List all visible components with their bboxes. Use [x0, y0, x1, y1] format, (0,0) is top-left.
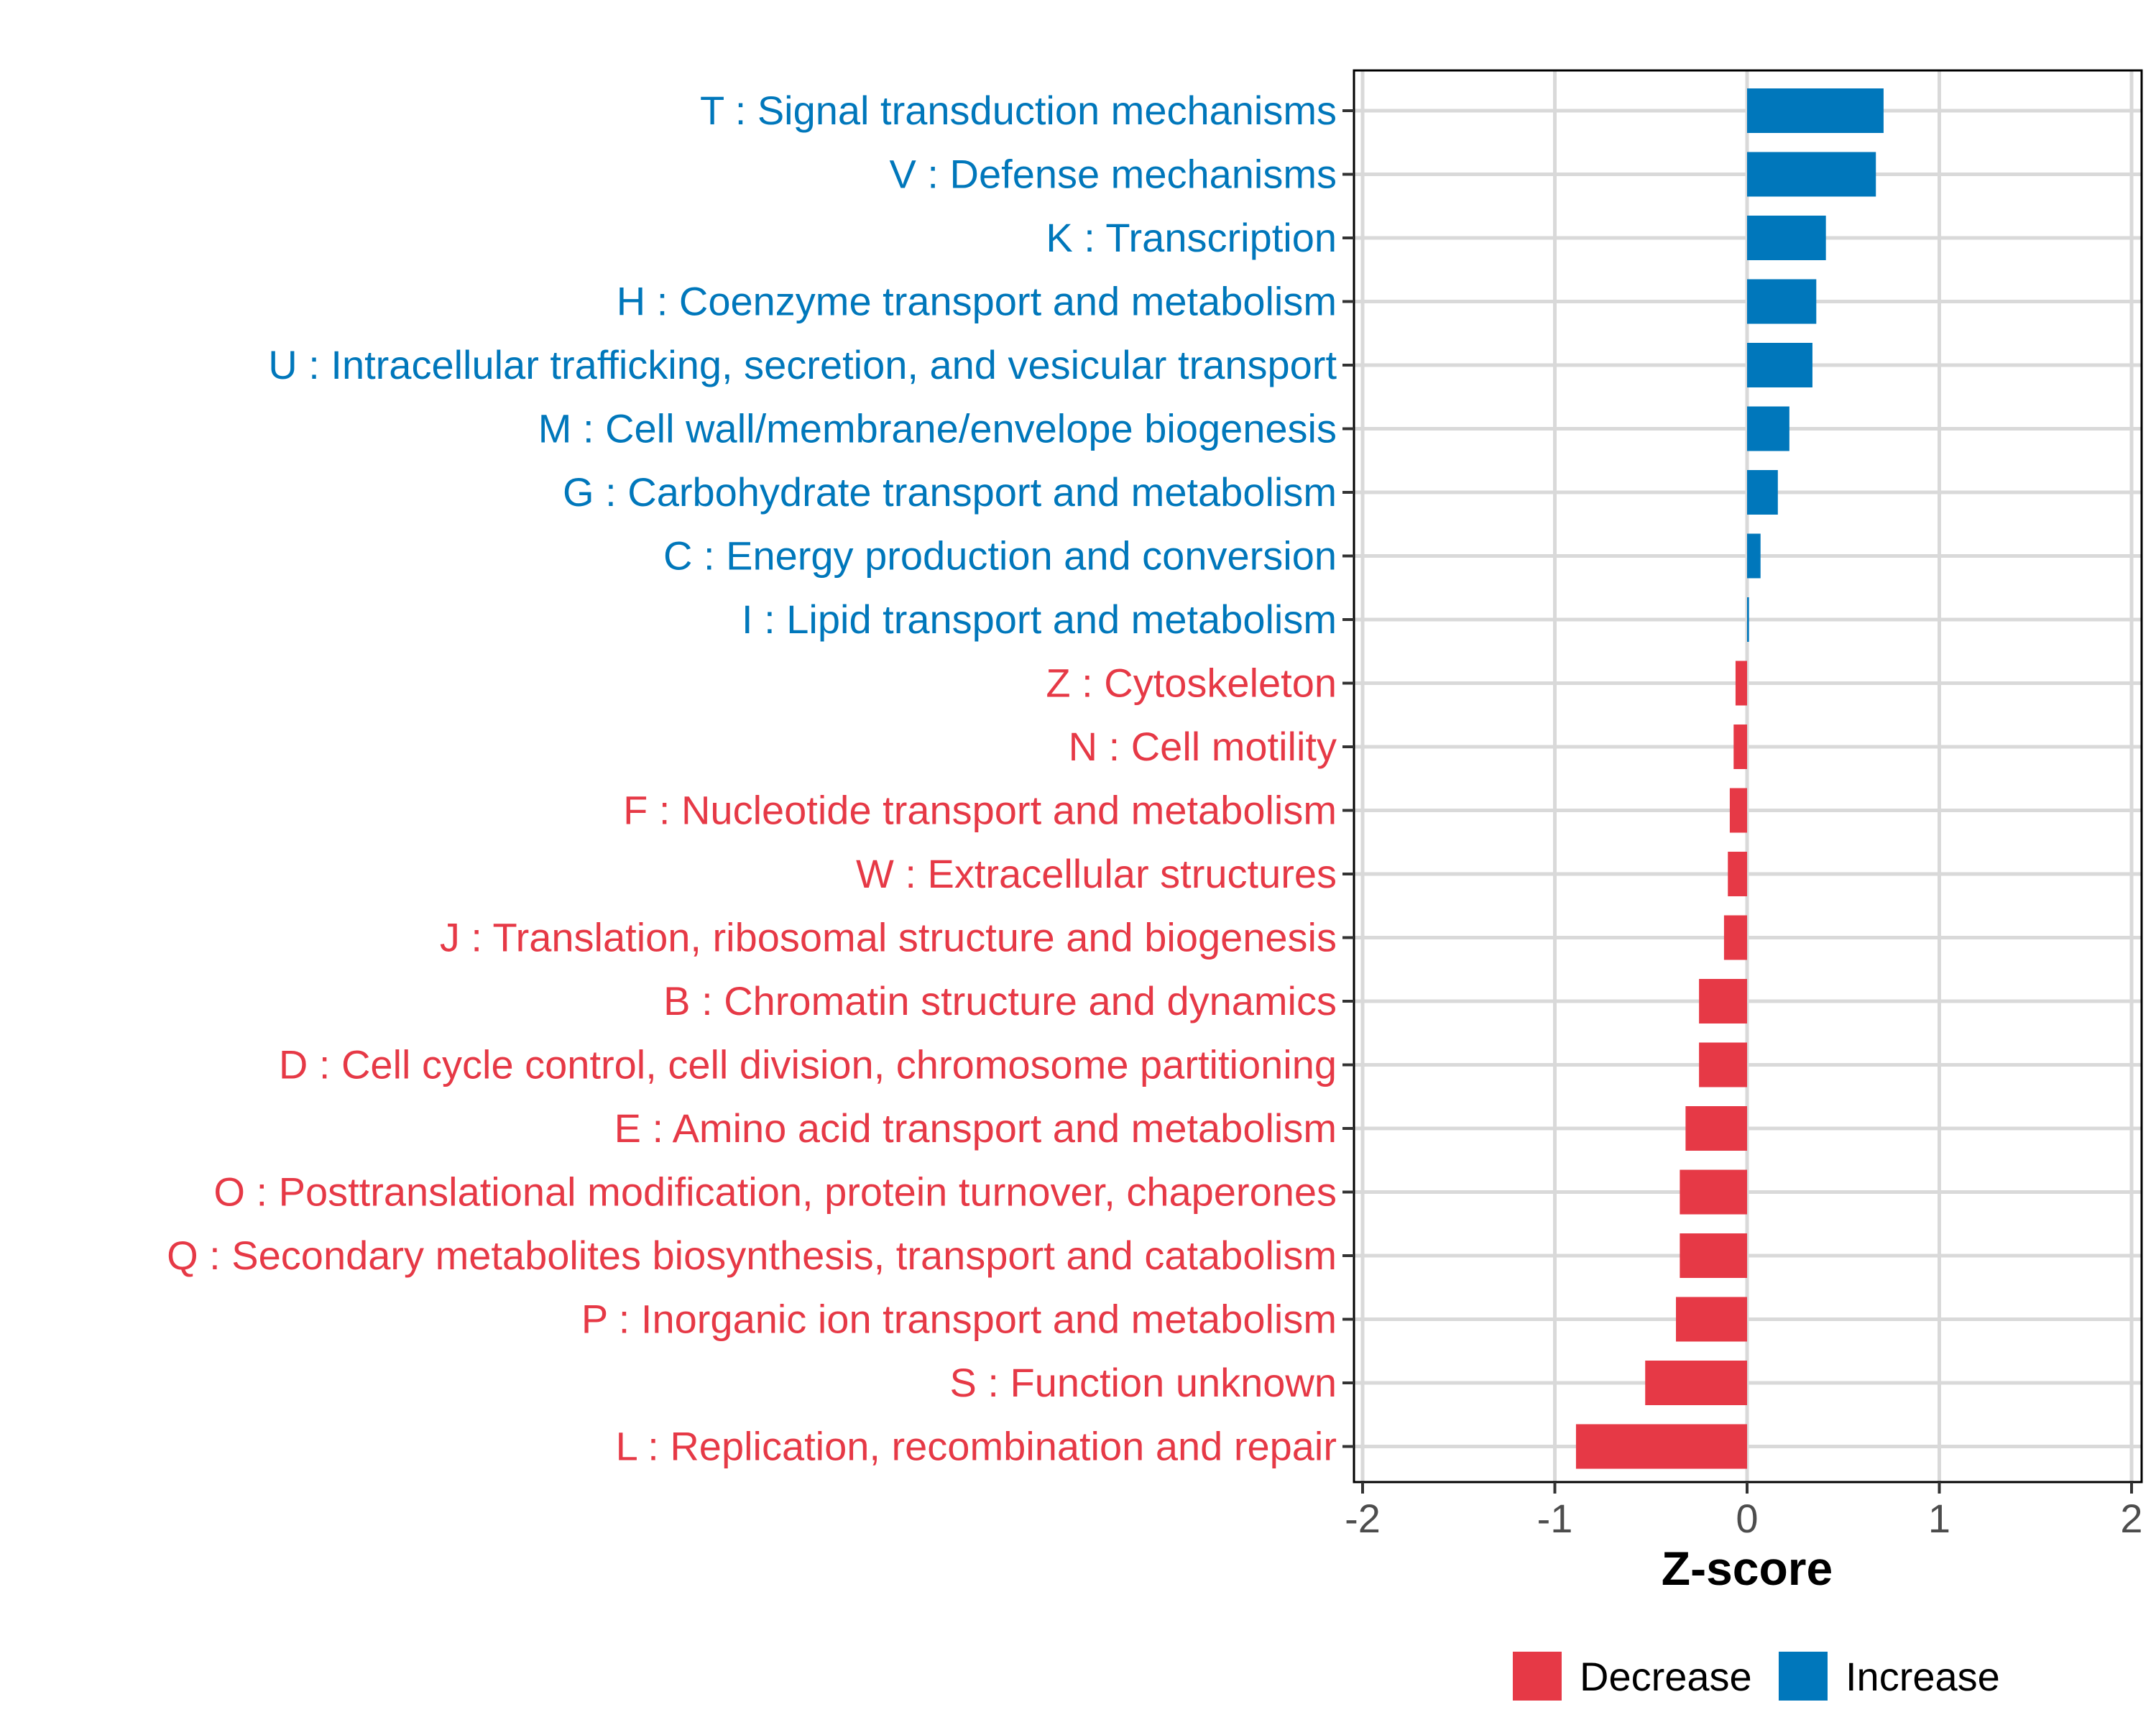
y-tick-label: G : Carbohydrate transport and metabolis… [563, 469, 1337, 515]
bar [1747, 533, 1761, 579]
y-tick-label: E : Amino acid transport and metabolism [614, 1105, 1337, 1151]
y-tick-label: W : Extracellular structures [856, 851, 1337, 896]
y-tick-label: T : Signal transduction mechanisms [700, 88, 1337, 133]
x-tick-label: 2 [2120, 1496, 2142, 1541]
x-tick-label: 0 [1736, 1496, 1758, 1541]
bar [1699, 1042, 1747, 1087]
x-tick-label: -2 [1345, 1496, 1381, 1541]
y-tick-label: Q : Secondary metabolites biosynthesis, … [167, 1233, 1337, 1278]
legend-label-increase: Increase [1846, 1654, 2000, 1699]
y-tick-label: P : Inorganic ion transport and metaboli… [581, 1297, 1337, 1342]
bar [1676, 1297, 1747, 1342]
bar [1723, 915, 1747, 960]
x-axis: -2 -1 0 1 2 [1345, 1482, 2143, 1541]
y-tick-label: B : Chromatin structure and dynamics [663, 978, 1337, 1024]
bar [1747, 88, 1884, 133]
y-tick-label: C : Energy production and conversion [663, 533, 1337, 579]
y-tick-label: D : Cell cycle control, cell division, c… [279, 1042, 1337, 1087]
bar [1699, 979, 1747, 1024]
bar [1680, 1169, 1747, 1215]
x-axis-title: Z-score [1662, 1542, 1833, 1595]
y-tick-label: U : Intracellular trafficking, secretion… [268, 342, 1337, 387]
bar [1747, 343, 1812, 387]
bar [1680, 1233, 1747, 1278]
bar [1747, 279, 1817, 324]
y-tick-label: J : Translation, ribosomal structure and… [440, 915, 1337, 960]
bar [1747, 470, 1778, 515]
bar [1685, 1106, 1747, 1151]
bar [1645, 1361, 1747, 1405]
y-tick-label: M : Cell wall/membrane/envelope biogenes… [538, 406, 1337, 451]
bar [1735, 661, 1747, 706]
bar [1747, 152, 1876, 197]
legend-label-decrease: Decrease [1580, 1654, 1752, 1699]
bar [1747, 597, 1749, 642]
y-tick-label: N : Cell motility [1069, 724, 1337, 769]
bar [1733, 724, 1747, 769]
legend: Decrease Increase [1513, 1652, 2000, 1701]
y-tick-label: S : Function unknown [949, 1360, 1337, 1405]
y-tick-label: L : Replication, recombination and repai… [616, 1424, 1337, 1469]
y-tick-label: V : Defense mechanisms [890, 152, 1337, 197]
y-tick-label: H : Coenzyme transport and metabolism [617, 279, 1337, 324]
y-tick-label: K : Transcription [1046, 215, 1337, 260]
legend-swatch-decrease [1513, 1652, 1562, 1701]
y-tick-label: O : Posttranslational modification, prot… [213, 1169, 1337, 1215]
y-axis-labels: T : Signal transduction mechanisms V : De… [167, 88, 1354, 1469]
y-tick-label: F : Nucleotide transport and metabolism [623, 788, 1337, 833]
y-tick-label: Z : Cytoskeleton [1046, 661, 1337, 706]
bars [1575, 88, 1884, 1469]
x-tick-label: 1 [1928, 1496, 1950, 1541]
x-tick-label: -1 [1537, 1496, 1573, 1541]
y-tick-label: I : Lipid transport and metabolism [742, 597, 1337, 642]
bar [1747, 406, 1789, 451]
bar [1747, 216, 1826, 260]
bar [1728, 852, 1747, 896]
legend-swatch-increase [1779, 1652, 1828, 1701]
bar [1575, 1424, 1747, 1469]
bar [1729, 788, 1747, 833]
